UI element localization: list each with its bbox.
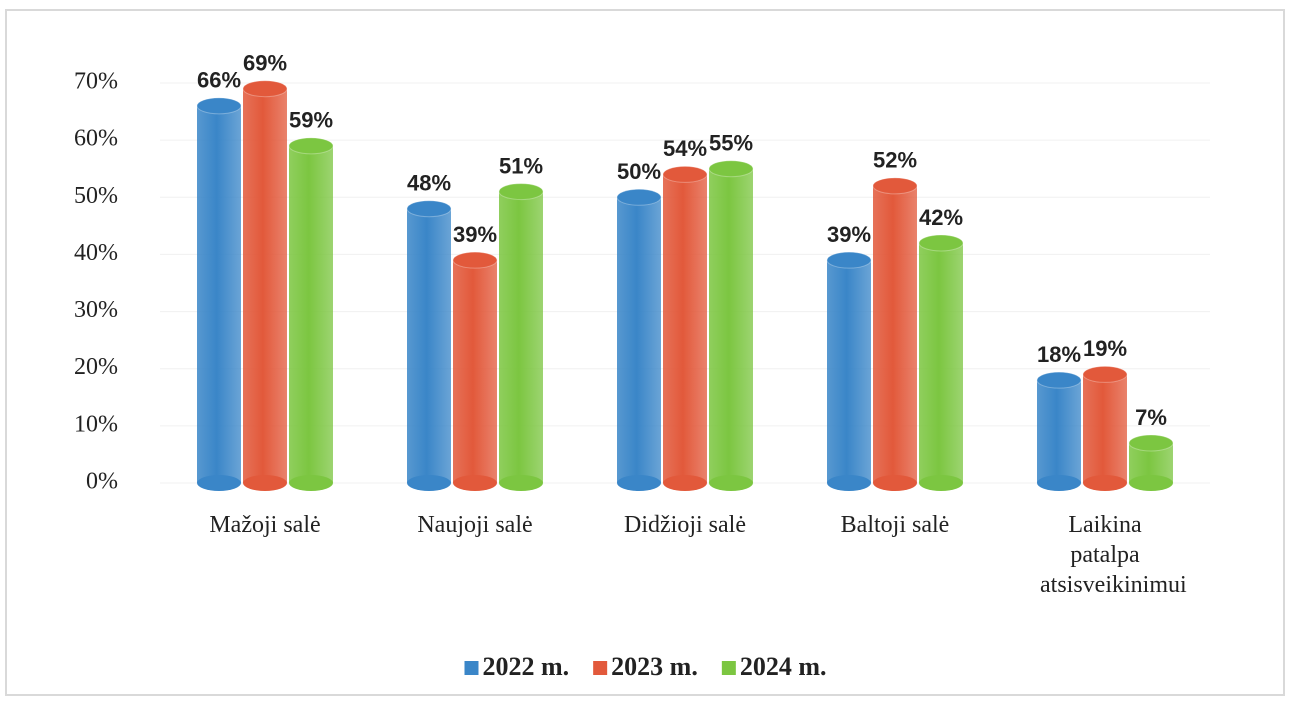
bar-base [663,475,707,491]
y-tick-label: 70% [74,69,118,95]
bar [452,251,498,491]
x-tick-label: Mažoji salė [209,512,321,538]
bar-base [453,475,497,491]
y-tick-label: 40% [74,240,118,266]
bar [406,200,452,491]
bar-body [197,105,241,483]
bar-body [617,197,661,484]
data-label: 39% [827,222,871,247]
bar-top [872,177,918,195]
bar-base [617,475,661,491]
bar-base [289,475,333,491]
bar-base [407,475,451,491]
bar-body [407,208,451,483]
bar-base [1037,475,1081,491]
bar-top [406,200,452,218]
legend-item: 2023 m. [593,652,698,681]
data-label: 18% [1037,342,1081,367]
bar-body [663,174,707,483]
bar-base [499,475,543,491]
data-label: 66% [197,68,241,93]
x-tick-label: Baltoji salė [840,512,950,538]
y-tick-label: 50% [74,183,118,209]
bar-top [242,80,288,98]
data-label: 48% [407,171,451,196]
bar-top [452,251,498,269]
bar-base [919,475,963,491]
bar-body [1037,380,1081,483]
chart-border [5,9,1285,696]
bar-top [196,97,242,115]
data-label: 39% [453,222,497,247]
legend-label: 2022 m. [482,652,569,681]
bar [1082,365,1128,491]
data-label: 59% [289,108,333,133]
legend-swatch [721,661,736,675]
bar-body [873,185,917,483]
bar [242,80,288,491]
bar-base [873,475,917,491]
data-label: 42% [919,205,963,230]
y-tick-label: 30% [74,297,118,323]
bar [1036,371,1082,491]
y-tick-label: 10% [74,411,118,437]
data-label: 69% [243,51,287,76]
x-tick-label: Didžioji salė [624,512,746,538]
legend-item: 2024 m. [721,652,827,681]
data-label: 55% [709,131,753,156]
bar-top [616,188,662,206]
legend-item: 2022 m. [464,652,569,681]
data-label: 7% [1135,405,1167,430]
bar-base [827,475,871,491]
bar-base [1129,475,1173,491]
bar-body [827,260,871,483]
bar-body [243,88,287,483]
bar-body [709,168,753,483]
bar-base [709,475,753,491]
legend-label: 2023 m. [611,652,698,681]
y-tick-label: 20% [74,354,118,380]
legend-label: 2024 m. [740,652,827,681]
data-label: 50% [617,159,661,184]
bar-body [289,145,333,483]
bar-top [826,251,872,269]
data-label: 51% [499,153,543,178]
bar-top [662,165,708,183]
bar [662,165,708,491]
bar-base [243,475,287,491]
bar [196,97,242,491]
bar-body [1083,374,1127,483]
bar-top [498,183,544,201]
legend-swatch [464,661,479,675]
bar-top [1128,434,1174,452]
bar-top [918,234,964,252]
x-tick-label: Naujoji salė [417,512,533,538]
y-tick-label: 0% [86,469,118,495]
bar [498,183,544,491]
legend-swatch [593,661,608,675]
bar [616,188,662,491]
bar [708,160,754,491]
bar [872,177,918,491]
bar-base [197,475,241,491]
bar-body [919,243,963,483]
bar-body [499,191,543,484]
bar-top [288,137,334,155]
bar-body [453,260,497,483]
bar [288,137,334,491]
data-label: 52% [873,148,917,173]
bar-top [708,160,754,178]
x-tick-label: Laikina patalpa atsisveikinimui [1040,512,1187,598]
data-label: 54% [663,136,707,161]
bar [1128,434,1174,491]
y-tick-label: 60% [74,126,118,152]
bar-top [1082,365,1128,383]
bar [918,234,964,491]
bar [826,251,872,491]
bar-top [1036,371,1082,389]
data-label: 19% [1083,336,1127,361]
bar-base [1083,475,1127,491]
